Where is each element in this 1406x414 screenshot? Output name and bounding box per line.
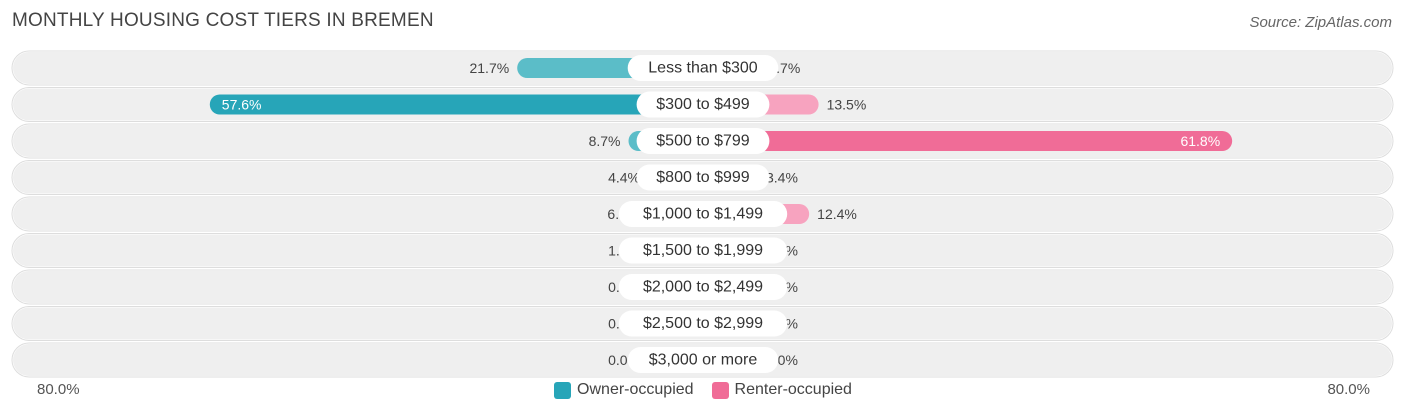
owner-value-label: 21.7% xyxy=(469,60,509,76)
owner-bar xyxy=(209,94,704,115)
category-label: $1,000 to $1,499 xyxy=(643,206,763,223)
axis-label-left: 80.0% xyxy=(37,381,80,398)
axis-label-right: 80.0% xyxy=(1327,381,1370,398)
legend-item-owner: Owner-occupied xyxy=(554,381,694,399)
category-label: $3,000 or more xyxy=(649,352,758,369)
legend-label-renter: Renter-occupied xyxy=(734,381,852,398)
category-label: $2,500 to $2,999 xyxy=(643,315,763,332)
category-label: $2,000 to $2,499 xyxy=(643,279,763,296)
category-label-pill xyxy=(627,55,779,81)
category-label: Less than $300 xyxy=(648,60,758,77)
owner-value-label: 57.6% xyxy=(222,97,262,113)
category-label-pill xyxy=(636,91,770,118)
owner-value-label: 8.7% xyxy=(589,133,621,149)
category-label: $500 to $799 xyxy=(656,133,750,150)
category-label-pill xyxy=(618,237,788,264)
legend-swatch-owner xyxy=(554,381,572,399)
legend-label-owner: Owner-occupied xyxy=(577,381,694,398)
renter-value-label: 12.4% xyxy=(817,206,857,222)
renter-value-label: 61.8% xyxy=(1180,133,1220,149)
renter-value-label: 3.4% xyxy=(766,170,798,186)
category-label: $300 to $499 xyxy=(656,96,750,113)
category-label-pill xyxy=(636,128,770,154)
legend-item-renter: Renter-occupied xyxy=(711,381,852,399)
category-label-pill xyxy=(618,310,788,337)
category-label: $800 to $999 xyxy=(656,169,750,186)
category-label-pill xyxy=(618,274,788,300)
chart-source: Source: ZipAtlas.com xyxy=(1249,14,1392,31)
category-label-pill xyxy=(627,347,779,373)
renter-bar xyxy=(703,131,1233,151)
chart-title: MONTHLY HOUSING COST TIERS IN BREMEN xyxy=(12,10,434,31)
legend-swatch-renter xyxy=(711,381,729,399)
category-label-pill xyxy=(636,164,770,191)
owner-value-label: 4.4% xyxy=(608,170,640,186)
category-label-pill xyxy=(618,201,788,227)
legend: Owner-occupied Renter-occupied xyxy=(0,379,1406,401)
category-label: $1,500 to $1,999 xyxy=(643,242,763,259)
renter-value-label: 13.5% xyxy=(827,97,867,113)
